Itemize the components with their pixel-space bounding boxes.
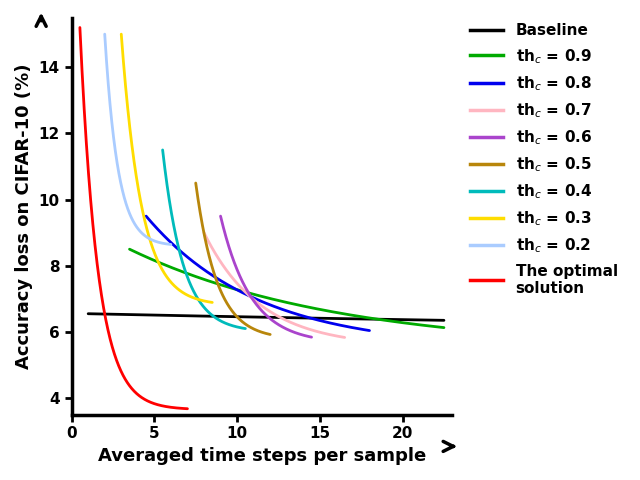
X-axis label: Averaged time steps per sample: Averaged time steps per sample — [98, 447, 426, 465]
Y-axis label: Accuracy loss on CIFAR-10 (%): Accuracy loss on CIFAR-10 (%) — [15, 63, 33, 369]
Legend: Baseline, th$_c$ = 0.9, th$_c$ = 0.8, th$_c$ = 0.7, th$_c$ = 0.6, th$_c$ = 0.5, : Baseline, th$_c$ = 0.9, th$_c$ = 0.8, th… — [463, 17, 624, 302]
